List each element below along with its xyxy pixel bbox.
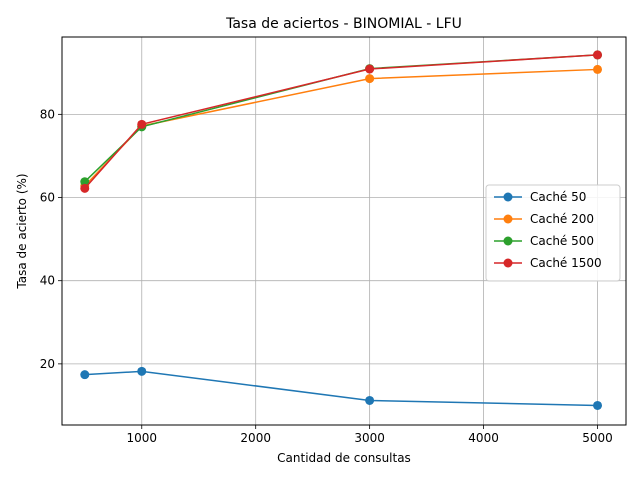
series-3 bbox=[80, 50, 603, 187]
y-axis-label: Tasa de acierto (%) bbox=[15, 173, 29, 289]
data-point bbox=[80, 370, 90, 380]
legend-item: Caché 200 bbox=[494, 212, 594, 226]
data-point bbox=[137, 119, 147, 129]
series-1 bbox=[80, 366, 603, 410]
x-tick-label: 2000 bbox=[240, 431, 271, 445]
data-point bbox=[365, 395, 375, 405]
legend-marker bbox=[503, 236, 513, 246]
y-tick-label: 60 bbox=[40, 191, 55, 205]
legend-label: Caché 500 bbox=[530, 234, 594, 248]
y-axis-ticks: 20 40 60 80 bbox=[40, 107, 62, 371]
data-point bbox=[365, 64, 375, 74]
data-point bbox=[365, 74, 375, 84]
series-line bbox=[84, 370, 598, 407]
legend-item: Caché 500 bbox=[494, 234, 594, 248]
data-point bbox=[593, 64, 603, 74]
legend: Caché 50 Caché 200 Caché 500 Caché 1500 bbox=[485, 184, 621, 282]
legend-item: Caché 1500 bbox=[494, 256, 602, 270]
legend-label: Caché 1500 bbox=[530, 256, 602, 270]
legend-marker bbox=[503, 214, 513, 224]
legend-box bbox=[485, 184, 621, 282]
chart-title: Tasa de aciertos - BINOMIAL - LFU bbox=[225, 16, 462, 32]
y-tick-label: 20 bbox=[40, 357, 55, 371]
series-line bbox=[84, 68, 598, 187]
data-point bbox=[80, 177, 90, 187]
legend-marker bbox=[503, 192, 513, 202]
plot-frame bbox=[61, 36, 627, 426]
legend-item: Caché 50 bbox=[494, 190, 586, 204]
x-tick-label: 5000 bbox=[582, 431, 613, 445]
series-layer bbox=[80, 50, 603, 410]
legend-label: Caché 50 bbox=[530, 190, 586, 204]
data-point bbox=[593, 50, 603, 60]
data-point bbox=[137, 366, 147, 376]
y-tick-label: 80 bbox=[40, 107, 55, 121]
y-tick-label: 40 bbox=[40, 274, 55, 288]
x-axis-label: Cantidad de consultas bbox=[277, 451, 411, 465]
x-tick-label: 1000 bbox=[126, 431, 157, 445]
x-tick-label: 4000 bbox=[468, 431, 499, 445]
legend-marker bbox=[503, 258, 513, 268]
data-point bbox=[593, 400, 603, 410]
series-2 bbox=[80, 64, 603, 191]
series-line bbox=[84, 54, 598, 189]
series-line bbox=[84, 54, 598, 183]
data-point bbox=[80, 183, 90, 193]
x-tick-label: 3000 bbox=[354, 431, 385, 445]
series-4 bbox=[80, 50, 603, 193]
x-axis-ticks: 1000 2000 3000 4000 5000 bbox=[126, 425, 613, 445]
legend-label: Caché 200 bbox=[530, 212, 594, 226]
